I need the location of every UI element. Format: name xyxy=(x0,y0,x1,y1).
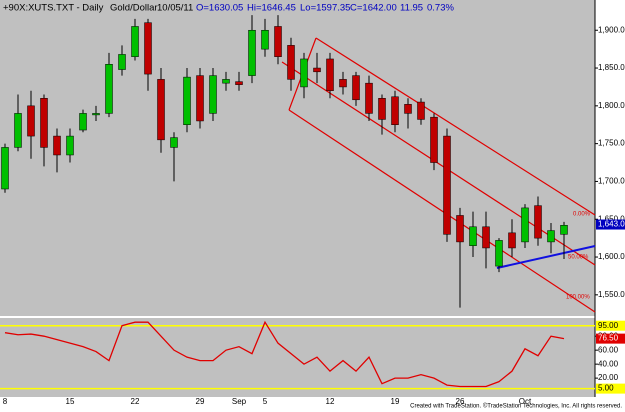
y-tick-label: 1,900.00 xyxy=(598,25,625,34)
candle-body xyxy=(313,67,321,73)
level-label-box xyxy=(596,383,625,394)
level-label: 95.00 xyxy=(598,321,619,330)
y-tick-label: 1,700.00 xyxy=(598,177,625,186)
last-value-box xyxy=(596,333,625,344)
y-tick-label: 40.00 xyxy=(598,359,619,368)
candle-body xyxy=(183,76,191,125)
candle-body xyxy=(40,98,48,148)
y-tick-label: 1,650.00 xyxy=(598,214,625,223)
candle-body xyxy=(248,29,256,76)
candle-body xyxy=(508,232,516,249)
channel-upper xyxy=(315,37,596,216)
candle-body xyxy=(469,226,477,246)
candle-body xyxy=(430,116,438,163)
candle-body xyxy=(92,113,100,116)
candle-body xyxy=(53,135,61,156)
y-tick-label: 1,850.00 xyxy=(598,63,625,72)
date: 10/05/11 xyxy=(157,3,193,14)
x-tick-label: 26 xyxy=(456,397,465,406)
level-label-box xyxy=(596,320,625,331)
candle-body xyxy=(287,45,295,80)
symbol: +90X:XUTS.TXT - Daily xyxy=(3,3,104,14)
y-tick-label: 60.00 xyxy=(598,345,619,354)
channel-lower xyxy=(288,109,596,313)
trend-line xyxy=(496,245,596,269)
quote-low: Lo=1597.35 xyxy=(300,3,350,14)
candle-body xyxy=(79,113,87,131)
quote-open: O=1630.05 xyxy=(196,3,243,14)
x-tick-label: 29 xyxy=(196,397,205,406)
candle-body xyxy=(326,58,334,91)
oscillator-line xyxy=(4,320,565,388)
candle-body xyxy=(495,240,503,267)
channel-label: 100.00% xyxy=(566,295,590,301)
candle-body xyxy=(482,226,490,249)
right-axis xyxy=(595,0,625,397)
candle-body xyxy=(378,98,386,120)
candle-body xyxy=(235,81,243,85)
x-tick-label: Sep xyxy=(232,397,247,406)
channel-label: 0.00% xyxy=(573,212,591,218)
y-tick-label: 1,800.00 xyxy=(598,101,625,110)
candle-body xyxy=(131,26,139,57)
candle-body xyxy=(339,79,347,88)
credit: Created with TradeStation. ©TradeStation… xyxy=(410,403,622,410)
candle-body xyxy=(261,29,269,50)
instrument: Gold/Dollar xyxy=(110,3,158,14)
channel xyxy=(281,37,596,313)
last-price: 1,643.00 xyxy=(598,220,625,229)
candle-body xyxy=(391,96,399,125)
candle-body xyxy=(170,137,178,148)
quote-change-pct: 0.73% xyxy=(427,3,454,14)
y-tick-label: 1,600.00 xyxy=(598,252,625,261)
channel-middle xyxy=(281,61,596,266)
candle-body xyxy=(352,75,360,101)
candle-body xyxy=(144,22,152,75)
candle-body xyxy=(14,113,22,148)
candle-body xyxy=(300,58,308,88)
candle-body xyxy=(1,147,9,190)
candle-body xyxy=(27,105,35,137)
x-tick-label: Oct xyxy=(519,397,532,406)
quote-change: 11.95 xyxy=(400,3,423,14)
channel-label: 50.00% xyxy=(568,255,589,261)
candle-body xyxy=(209,75,217,114)
x-tick-label: 22 xyxy=(131,397,140,406)
candle-body xyxy=(547,230,555,243)
y-tick-label: 1,750.00 xyxy=(598,139,625,148)
candle-body xyxy=(365,82,373,114)
candle-body xyxy=(534,205,542,239)
candle-body xyxy=(196,75,204,122)
candle-body xyxy=(66,135,74,156)
candle-body xyxy=(456,215,464,243)
candle-body xyxy=(417,101,425,120)
candle-body xyxy=(521,207,529,243)
y-tick-label: 20.00 xyxy=(598,373,619,382)
candle-body xyxy=(404,104,412,114)
level-label: 5.00 xyxy=(598,384,614,393)
candle-body xyxy=(105,64,113,114)
x-tick-label: 5 xyxy=(263,397,268,406)
candle-body xyxy=(118,54,126,70)
candle-body xyxy=(274,26,282,57)
candle-body xyxy=(157,79,165,141)
x-tick-label: 8 xyxy=(3,397,8,406)
last-value: 76.50 xyxy=(598,334,619,343)
quote-close: C=1642.00 xyxy=(350,3,397,14)
candle-body xyxy=(222,79,230,84)
y-tick-label: 1,550.00 xyxy=(598,290,625,299)
x-tick-label: 19 xyxy=(391,397,400,406)
oscillator-panel xyxy=(0,318,595,397)
x-tick-label: 15 xyxy=(66,397,75,406)
candle-body xyxy=(560,225,568,235)
quote-high: Hi=1646.45 xyxy=(247,3,296,14)
x-tick-label: 12 xyxy=(326,397,335,406)
candle-body xyxy=(443,135,451,235)
last-price-box xyxy=(596,219,625,230)
